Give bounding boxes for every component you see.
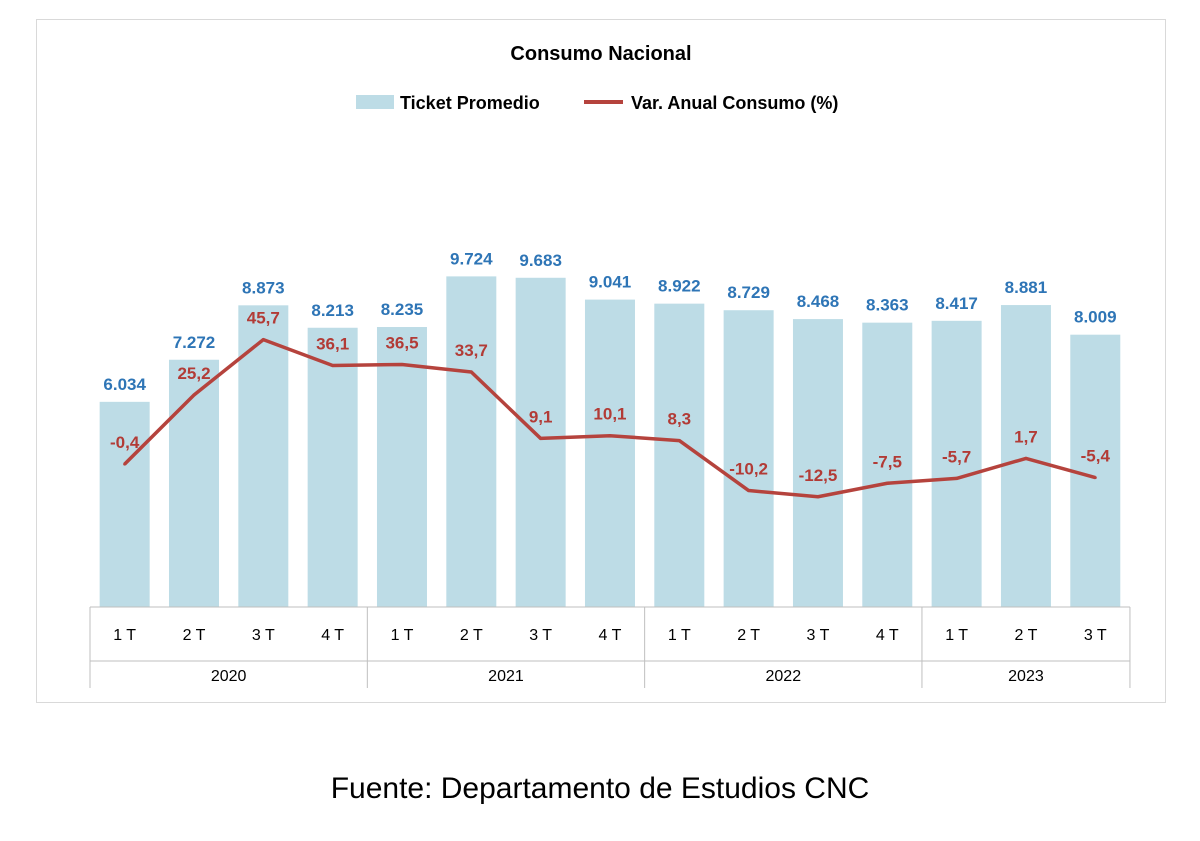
bar-value-label: 9.724 [450,249,493,268]
bar-value-label: 8.873 [242,278,285,297]
bar-value-label: 8.922 [658,277,701,296]
legend: Ticket Promedio Var. Anual Consumo (%) [356,93,838,113]
category-tick-label: 3 T [252,627,275,644]
bar [168,359,219,607]
line-point [192,393,196,397]
line-value-label: -12,5 [799,466,838,485]
category-tick-label: 2 T [1015,627,1038,644]
category-tick-label: 3 T [807,627,830,644]
line-point [400,362,404,366]
bar-value-label: 8.009 [1074,308,1117,327]
bar [792,319,843,607]
bar-value-label: 8.881 [1005,278,1048,297]
bar [723,310,774,607]
line-value-label: -0,4 [110,433,140,452]
line-point [608,434,612,438]
legend-bar-label: Ticket Promedio [400,93,540,113]
bar [1000,305,1051,607]
category-tick-label: 1 T [945,627,968,644]
bar-value-label: 8.417 [935,294,978,313]
line-value-label: 8,3 [667,410,691,429]
bar-value-label: 7.272 [173,333,216,352]
legend-bar-swatch [356,95,394,109]
line-layer [123,337,1097,499]
bar [654,303,705,607]
bar-value-label: 8.235 [381,300,424,319]
category-tick-label: 2 T [183,627,206,644]
year-label: 2022 [766,668,802,685]
source-note: Fuente: Departamento de Estudios CNC [330,772,870,805]
bar-value-label: 8.363 [866,296,909,315]
bar-value-label: 6.034 [103,375,146,394]
category-tick-label: 1 T [113,627,136,644]
bar [862,322,913,607]
line-value-label: 45,7 [247,309,280,328]
category-tick-label: 3 T [1084,627,1107,644]
bar [238,305,289,607]
chart-title: Consumo Nacional [510,43,691,65]
category-tick-label: 4 T [599,627,622,644]
bar-value-label: 8.468 [797,292,840,311]
line-point [955,476,959,480]
line-value-label: 10,1 [593,405,626,424]
bar-value-label: 8.213 [311,301,354,320]
line-point [123,462,127,466]
line-point [747,489,751,493]
bar [376,327,427,607]
line-point [885,481,889,485]
line-point [1093,476,1097,480]
line-value-label: 33,7 [455,341,488,360]
bar [446,276,497,607]
line-point [677,439,681,443]
data-labels-layer: 6.034 7.272 8.873 8.213 8.235 9.724 9.683 9.041… [103,249,1116,484]
line-point [1024,456,1028,460]
bar-value-label: 8.729 [727,283,770,302]
bar [99,401,150,607]
line-value-label: -7,5 [873,452,902,471]
line-value-label: 36,5 [385,333,418,352]
year-label: 2020 [211,668,247,685]
legend-line-label: Var. Anual Consumo (%) [631,93,838,113]
line-point [469,370,473,374]
category-tick-label: 1 T [668,627,691,644]
line-value-label: 25,2 [177,364,210,383]
year-label: 2023 [1008,668,1044,685]
category-tick-label: 2 T [737,627,760,644]
bars-layer [99,276,1121,607]
bar-value-label: 9.683 [519,251,562,270]
line-value-label: -10,2 [729,460,768,479]
category-tick-label: 2 T [460,627,483,644]
line-point [261,338,265,342]
line-point [816,495,820,499]
bar [515,277,566,607]
bar [931,320,982,607]
line-value-label: -5,4 [1081,447,1111,466]
bar [584,299,635,607]
category-tick-label: 4 T [876,627,899,644]
bar [1070,334,1121,607]
category-tick-label: 3 T [529,627,552,644]
bar-value-label: 9.041 [589,273,632,292]
line-value-label: 36,1 [316,335,349,354]
line-value-label: 9,1 [529,407,553,426]
category-tick-label: 1 T [391,627,414,644]
category-axis: 1 T 2 T 3 T 4 T 2020 1 T 2 T 3 T 4 T 2021 1 T 2 T 3 … [89,606,1131,688]
line-point [539,436,543,440]
bar [307,327,358,607]
line-value-label: -5,7 [942,447,971,466]
combo-chart: Consumo Nacional Ticket Promedio Var. An… [89,43,1131,688]
line-point [331,364,335,368]
year-label: 2021 [488,668,524,685]
chart-frame: Consumo Nacional Ticket Promedio Var. An… [36,19,1166,703]
category-tick-label: 4 T [321,627,344,644]
line-value-label: 1,7 [1014,427,1038,446]
